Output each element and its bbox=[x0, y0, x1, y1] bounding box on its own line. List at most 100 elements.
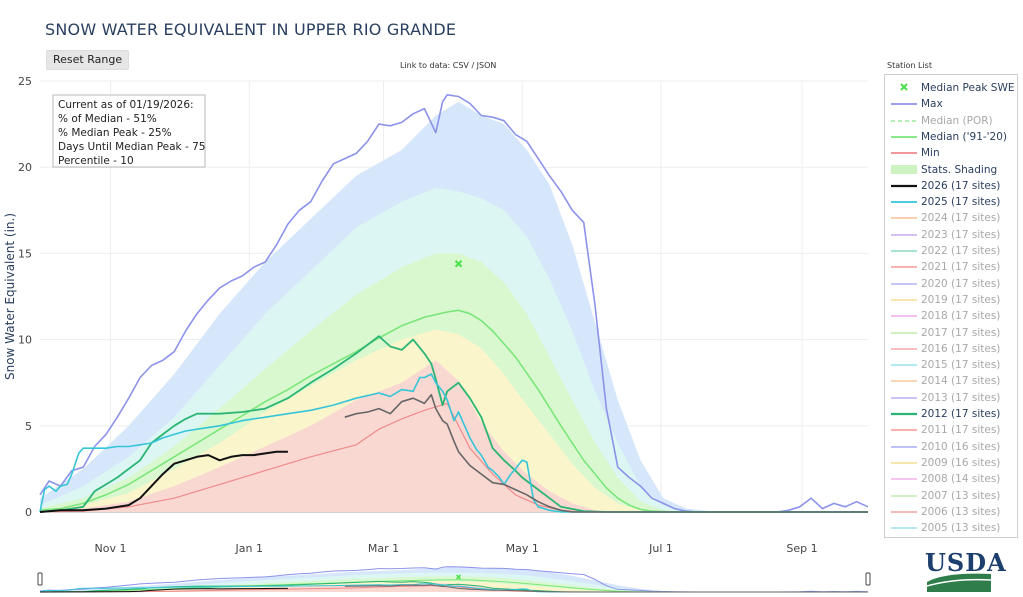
legend-label: 2021 (17 sites) bbox=[921, 261, 1001, 274]
legend-item[interactable]: 2016 (17 sites) bbox=[885, 341, 1017, 357]
y-axis-label: Snow Water Equivalent (in.) bbox=[3, 213, 17, 380]
legend-item[interactable]: 2014 (17 sites) bbox=[885, 373, 1017, 389]
legend-symbol-icon bbox=[891, 184, 917, 187]
x-tick-label: Sep 1 bbox=[786, 542, 817, 555]
legend-item[interactable]: 2017 (17 sites) bbox=[885, 325, 1017, 341]
legend-item[interactable]: Min bbox=[885, 145, 1017, 161]
legend-item[interactable]: 2025 (17 sites) bbox=[885, 194, 1017, 210]
legend-symbol-icon bbox=[891, 364, 917, 366]
data-link[interactable]: Link to data: CSV / JSON bbox=[400, 61, 497, 70]
legend-label: 2014 (17 sites) bbox=[921, 375, 1001, 388]
legend-label: 2016 (17 sites) bbox=[921, 342, 1001, 355]
legend-item[interactable]: 2012 (17 sites) bbox=[885, 406, 1017, 422]
legend-symbol-icon bbox=[891, 510, 917, 513]
info-line: % Median Peak - 25% bbox=[58, 127, 172, 139]
legend-symbol-icon bbox=[891, 250, 917, 252]
y-tick-label: 20 bbox=[18, 161, 32, 174]
legend-item[interactable]: 2026 (17 sites) bbox=[885, 178, 1017, 194]
legend-symbol-icon bbox=[891, 119, 917, 122]
legend-item[interactable]: 2019 (17 sites) bbox=[885, 292, 1017, 308]
legend-label: 2023 (17 sites) bbox=[921, 228, 1001, 241]
legend-item[interactable]: 2009 (16 sites) bbox=[885, 455, 1017, 471]
legend-label: 2013 (17 sites) bbox=[921, 391, 1001, 404]
x-tick-label: Jan 1 bbox=[235, 542, 263, 555]
legend-label: 2006 (13 sites) bbox=[921, 505, 1001, 518]
legend-item[interactable]: 2011 (17 sites) bbox=[885, 422, 1017, 438]
legend-item[interactable]: Median ('91-'20) bbox=[885, 129, 1017, 145]
range-handle-left[interactable] bbox=[37, 572, 43, 586]
legend-symbol-icon bbox=[891, 478, 917, 481]
legend-symbol-icon bbox=[891, 461, 917, 464]
legend-item[interactable]: 2021 (17 sites) bbox=[885, 259, 1017, 275]
legend-item[interactable]: 2010 (16 sites) bbox=[885, 439, 1017, 455]
station-list-label: Station List bbox=[887, 61, 932, 70]
legend-item[interactable]: 2020 (17 sites) bbox=[885, 276, 1017, 292]
legend-symbol-icon bbox=[891, 135, 917, 138]
info-line: Current as of 01/19/2026: bbox=[58, 99, 194, 111]
legend-symbol-icon bbox=[891, 282, 917, 285]
legend-item[interactable]: Median Peak SWE bbox=[885, 80, 1017, 96]
y-tick-label: 15 bbox=[18, 247, 32, 260]
slider-series-line bbox=[39, 583, 868, 593]
x-tick-label: Mar 1 bbox=[368, 542, 399, 555]
swe-chart: 0 5 10 15 20 25 Nov 1 Jan 1 Mar 1 May 1 Jul 1 Sep 1… bbox=[3, 75, 871, 593]
legend-label: 2019 (17 sites) bbox=[921, 293, 1001, 306]
legend-item[interactable]: Stats. Shading bbox=[885, 162, 1017, 178]
legend-symbol-icon bbox=[891, 315, 917, 318]
y-tick-label: 0 bbox=[25, 506, 32, 519]
legend-item[interactable]: 2013 (17 sites) bbox=[885, 390, 1017, 406]
legend-label: 2018 (17 sites) bbox=[921, 310, 1001, 323]
legend-label: 2026 (17 sites) bbox=[921, 179, 1001, 192]
info-line: % of Median - 51% bbox=[58, 113, 157, 125]
legend-item[interactable]: 2018 (17 sites) bbox=[885, 308, 1017, 324]
legend-item[interactable]: 2022 (17 sites) bbox=[885, 243, 1017, 259]
legend-symbol-icon bbox=[891, 201, 917, 203]
legend-item[interactable]: Max bbox=[885, 96, 1017, 112]
legend-symbol-icon bbox=[891, 527, 917, 529]
legend-symbol-icon bbox=[891, 396, 917, 399]
info-line: Percentile - 10 bbox=[58, 155, 134, 167]
info-box bbox=[52, 94, 206, 168]
legend-label: 2025 (17 sites) bbox=[921, 196, 1001, 209]
legend-label: 2020 (17 sites) bbox=[921, 277, 1001, 290]
legend: Median Peak SWE Max Median (POR) Median ('9… bbox=[884, 74, 1018, 538]
legend-symbol-icon bbox=[891, 412, 917, 416]
legend-item[interactable]: Median (POR) bbox=[885, 113, 1017, 129]
legend-label: 2007 (13 sites) bbox=[921, 489, 1001, 502]
legend-symbol-icon bbox=[891, 103, 917, 106]
p30-band bbox=[40, 360, 755, 512]
legend-item[interactable]: 2007 (13 sites) bbox=[885, 488, 1017, 504]
usda-logo: USDA bbox=[925, 548, 1006, 593]
legend-label: 2012 (17 sites) bbox=[921, 408, 1001, 420]
legend-symbol-icon bbox=[891, 380, 917, 383]
legend-label: 2022 (17 sites) bbox=[921, 245, 1001, 257]
legend-label: Max bbox=[921, 98, 943, 111]
reset-range-button[interactable]: Reset Range bbox=[46, 50, 130, 70]
legend-item[interactable]: 2006 (13 sites) bbox=[885, 504, 1017, 520]
legend-symbol-icon bbox=[891, 217, 917, 220]
x-tick-label: Nov 1 bbox=[95, 542, 127, 555]
y-tick-label: 10 bbox=[18, 334, 32, 347]
slider-p30-band bbox=[40, 582, 755, 592]
median-peak-marker bbox=[454, 260, 463, 268]
legend-item[interactable]: 2024 (17 sites) bbox=[885, 210, 1017, 226]
legend-item[interactable]: 2005 (13 sites) bbox=[885, 520, 1017, 536]
series-line-2012-17-sites- bbox=[39, 335, 868, 513]
series-line-2025-17-sites- bbox=[39, 373, 868, 513]
legend-label: 2015 (17 sites) bbox=[921, 359, 1001, 372]
legend-label: 2024 (17 sites) bbox=[921, 212, 1001, 225]
series-line-min-trace bbox=[344, 394, 868, 513]
range-handle-right[interactable] bbox=[865, 572, 871, 586]
legend-symbol-icon bbox=[891, 233, 917, 236]
legend-symbol-icon bbox=[891, 331, 917, 334]
legend-label: 2010 (16 sites) bbox=[921, 440, 1001, 453]
legend-symbol-icon bbox=[891, 429, 917, 432]
usda-hills-icon bbox=[926, 573, 992, 592]
legend-item[interactable]: 2015 (17 sites) bbox=[885, 357, 1017, 373]
usda-logo-text: USDA bbox=[925, 548, 1007, 577]
legend-label: Median (POR) bbox=[921, 114, 993, 127]
legend-item[interactable]: 2023 (17 sites) bbox=[885, 227, 1017, 243]
legend-symbol-icon bbox=[891, 445, 917, 448]
legend-symbol-icon bbox=[900, 83, 908, 91]
legend-item[interactable]: 2008 (14 sites) bbox=[885, 471, 1017, 487]
